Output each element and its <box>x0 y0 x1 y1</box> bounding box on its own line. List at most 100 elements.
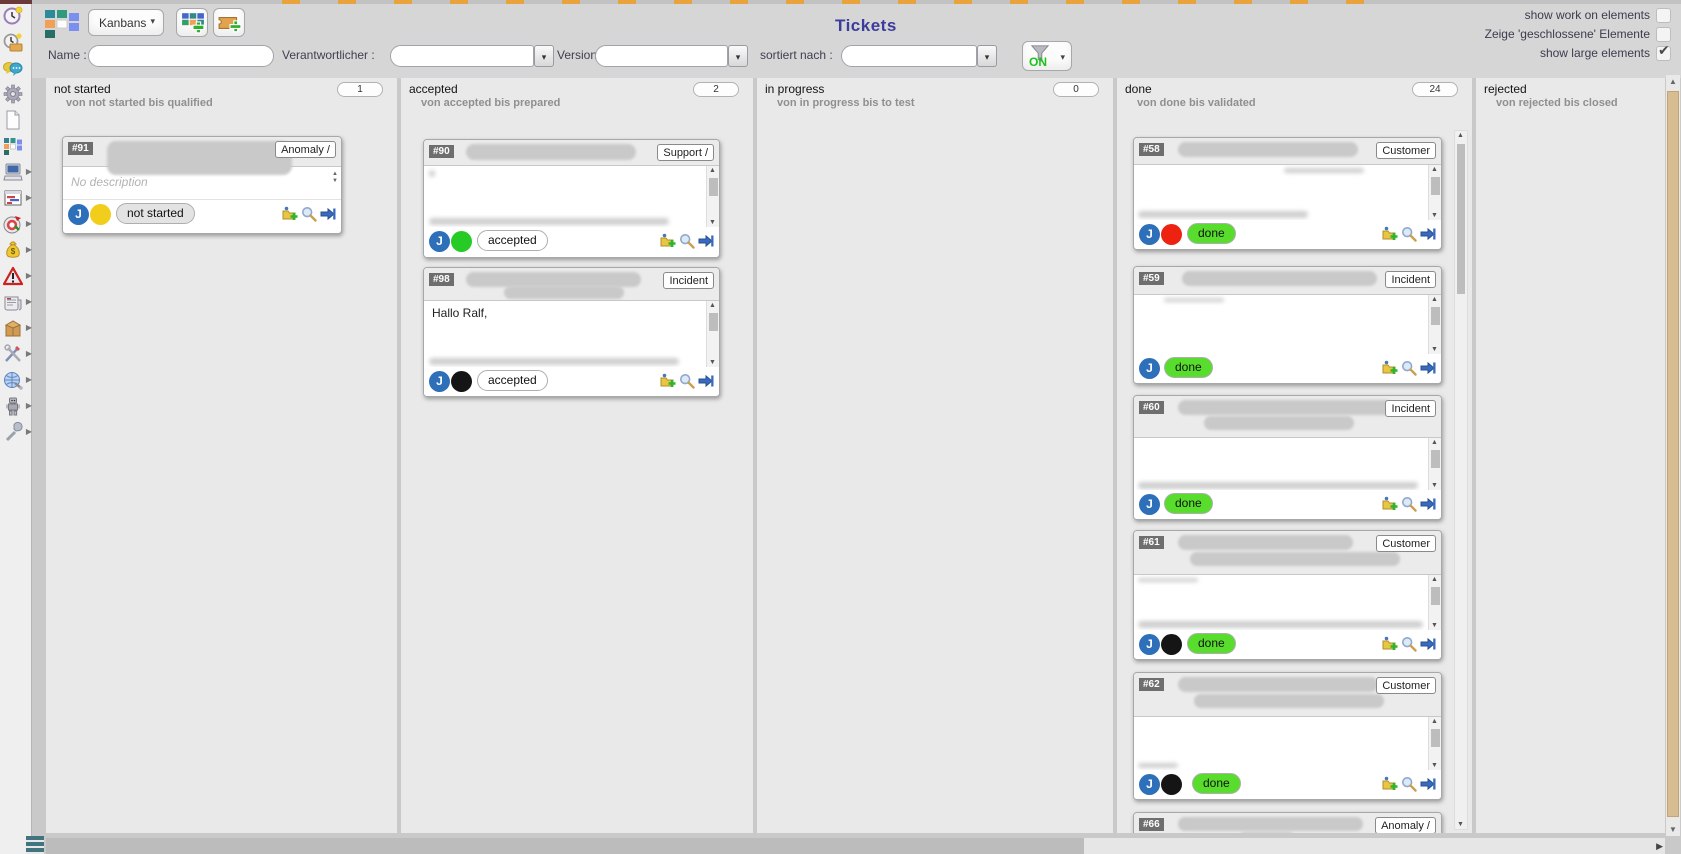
sidebar-item-timesheet[interactable] <box>0 30 32 56</box>
card-scrollbar[interactable]: ▲ ▼ <box>1428 165 1441 220</box>
sidebar-item-robot[interactable]: ▶ <box>0 394 32 420</box>
scroll-down-icon[interactable]: ▼ <box>1431 346 1438 353</box>
expander-icon[interactable]: ▶ <box>25 219 32 228</box>
version-dropdown-button[interactable]: ▾ <box>728 45 748 67</box>
next-state-icon[interactable] <box>698 373 714 389</box>
show-large-checkbox[interactable]: ✔ <box>1656 42 1671 61</box>
responsible-filter-input[interactable] <box>390 45 534 67</box>
add-kanban-button[interactable] <box>176 8 208 37</box>
spinner-control[interactable]: ▲ ▼ <box>332 171 338 185</box>
spin-up-icon[interactable]: ▲ <box>332 171 338 177</box>
add-work-icon[interactable] <box>1382 226 1398 242</box>
scroll-down-icon[interactable]: ▼ <box>1431 762 1438 769</box>
expander-icon[interactable]: ▶ <box>25 167 32 176</box>
sidebar-item-news[interactable]: ▶ <box>0 290 32 316</box>
responsible-dropdown-button[interactable]: ▾ <box>534 45 554 67</box>
expander-icon[interactable]: ▶ <box>25 297 32 306</box>
ticket-card[interactable]: #60 Incident ▲ ▼ J done <box>1133 395 1442 520</box>
next-state-icon[interactable] <box>1420 360 1436 376</box>
scroll-thumb[interactable] <box>1431 587 1440 605</box>
scroll-down-icon[interactable]: ▼ <box>1431 482 1438 489</box>
scroll-thumb[interactable] <box>709 178 718 196</box>
resize-grip[interactable] <box>26 836 44 854</box>
magnifier-icon[interactable] <box>1401 360 1417 376</box>
next-state-icon[interactable] <box>1420 496 1436 512</box>
scroll-up-icon[interactable]: ▲ <box>1457 132 1464 139</box>
next-state-icon[interactable] <box>1420 636 1436 652</box>
page-vertical-scrollbar[interactable]: ▲ ▼ <box>1666 75 1680 836</box>
expander-icon[interactable]: ▶ <box>25 427 32 436</box>
sidebar-item-target[interactable]: ▶ <box>0 212 32 238</box>
sidebar-item-chat[interactable] <box>0 56 32 82</box>
next-state-icon[interactable] <box>1420 776 1436 792</box>
sort-dropdown-button[interactable]: ▾ <box>977 45 997 67</box>
ticket-card[interactable]: #98 Incident Hallo Ralf, ▲ ▼ J accepted <box>423 267 720 397</box>
status-pill[interactable]: done <box>1164 493 1213 514</box>
card-scrollbar[interactable]: ▲ ▼ <box>1428 438 1441 490</box>
add-ticket-button[interactable] <box>213 8 245 37</box>
scroll-up-icon[interactable]: ▲ <box>709 302 716 309</box>
status-pill[interactable]: done <box>1187 633 1236 654</box>
status-pill[interactable]: done <box>1187 223 1236 244</box>
expander-icon[interactable]: ▶ <box>25 375 32 384</box>
expander-icon[interactable]: ▶ <box>25 271 32 280</box>
scroll-up-icon[interactable]: ▲ <box>1431 296 1438 303</box>
column-scrollbar[interactable]: ▲ ▼ <box>1454 130 1468 830</box>
scroll-down-icon[interactable]: ▼ <box>709 359 716 366</box>
sidebar-item-computer[interactable]: ▶ <box>0 160 32 186</box>
ticket-card[interactable]: #61 Customer ▲ ▼ J done <box>1133 530 1442 660</box>
next-state-icon[interactable] <box>1420 226 1436 242</box>
spin-down-icon[interactable]: ▼ <box>332 178 338 184</box>
add-work-icon[interactable] <box>282 206 298 222</box>
status-pill[interactable]: accepted <box>477 370 548 391</box>
magnifier-icon[interactable] <box>1401 496 1417 512</box>
scroll-thumb[interactable] <box>1431 450 1440 468</box>
scroll-thumb[interactable] <box>1431 177 1440 195</box>
scroll-thumb[interactable] <box>1667 91 1679 817</box>
scroll-down-icon[interactable]: ▼ <box>1669 825 1677 834</box>
magnifier-icon[interactable] <box>679 373 695 389</box>
show-work-checkbox[interactable] <box>1656 7 1671 23</box>
scroll-up-icon[interactable]: ▲ <box>709 167 716 174</box>
scroll-up-icon[interactable]: ▲ <box>1431 166 1438 173</box>
magnifier-icon[interactable] <box>1401 636 1417 652</box>
scroll-up-icon[interactable]: ▲ <box>1431 718 1438 725</box>
expander-icon[interactable]: ▶ <box>25 349 32 358</box>
card-scrollbar[interactable]: ▲ ▼ <box>1428 295 1441 354</box>
sidebar-item-web-admin[interactable]: ▶ <box>0 368 32 394</box>
sidebar-item-kanban[interactable] <box>0 134 32 160</box>
scroll-right-icon[interactable]: ▶ <box>1656 841 1663 851</box>
card-scrollbar[interactable]: ▲ ▼ <box>1428 575 1441 630</box>
card-scrollbar[interactable]: ▲ ▼ <box>706 166 719 227</box>
scroll-thumb[interactable] <box>46 838 1084 854</box>
scroll-thumb[interactable] <box>709 313 718 331</box>
card-scrollbar[interactable]: ▲ ▼ <box>1428 717 1441 770</box>
scroll-thumb[interactable] <box>1431 307 1440 325</box>
ticket-card[interactable]: #62 Customer ▲ ▼ J done <box>1133 672 1442 800</box>
filter-toggle-button[interactable]: ON ▾ <box>1022 41 1072 71</box>
scroll-down-icon[interactable]: ▼ <box>1457 821 1464 828</box>
add-work-icon[interactable] <box>1382 496 1398 512</box>
ticket-card[interactable]: #91 Anomaly / No description ▲ ▼ J not st… <box>62 136 342 234</box>
sidebar-item-risks[interactable]: ▶ <box>0 264 32 290</box>
add-work-icon[interactable] <box>660 233 676 249</box>
status-pill[interactable]: accepted <box>477 230 548 251</box>
ticket-card[interactable]: #90 Support / ▲ ▼ J accepted <box>423 139 720 258</box>
expander-icon[interactable]: ▶ <box>25 245 32 254</box>
status-pill[interactable]: not started <box>116 203 195 224</box>
sidebar-item-history[interactable] <box>0 4 32 30</box>
card-scrollbar[interactable]: ▲ ▼ <box>706 301 719 367</box>
sidebar-item-finance[interactable]: $ ▶ <box>0 238 32 264</box>
scroll-up-icon[interactable]: ▲ <box>1431 439 1438 446</box>
add-work-icon[interactable] <box>660 373 676 389</box>
add-work-icon[interactable] <box>1382 776 1398 792</box>
magnifier-icon[interactable] <box>1401 776 1417 792</box>
board-selector-button[interactable]: Kanbans ▾ <box>88 9 164 36</box>
sidebar-item-documents[interactable] <box>0 108 32 134</box>
expander-icon[interactable]: ▶ <box>25 323 32 332</box>
page-horizontal-scrollbar[interactable]: ▶ <box>46 838 1665 854</box>
magnifier-icon[interactable] <box>301 206 317 222</box>
scroll-down-icon[interactable]: ▼ <box>1431 212 1438 219</box>
add-work-icon[interactable] <box>1382 360 1398 376</box>
version-filter-input[interactable] <box>595 45 728 67</box>
